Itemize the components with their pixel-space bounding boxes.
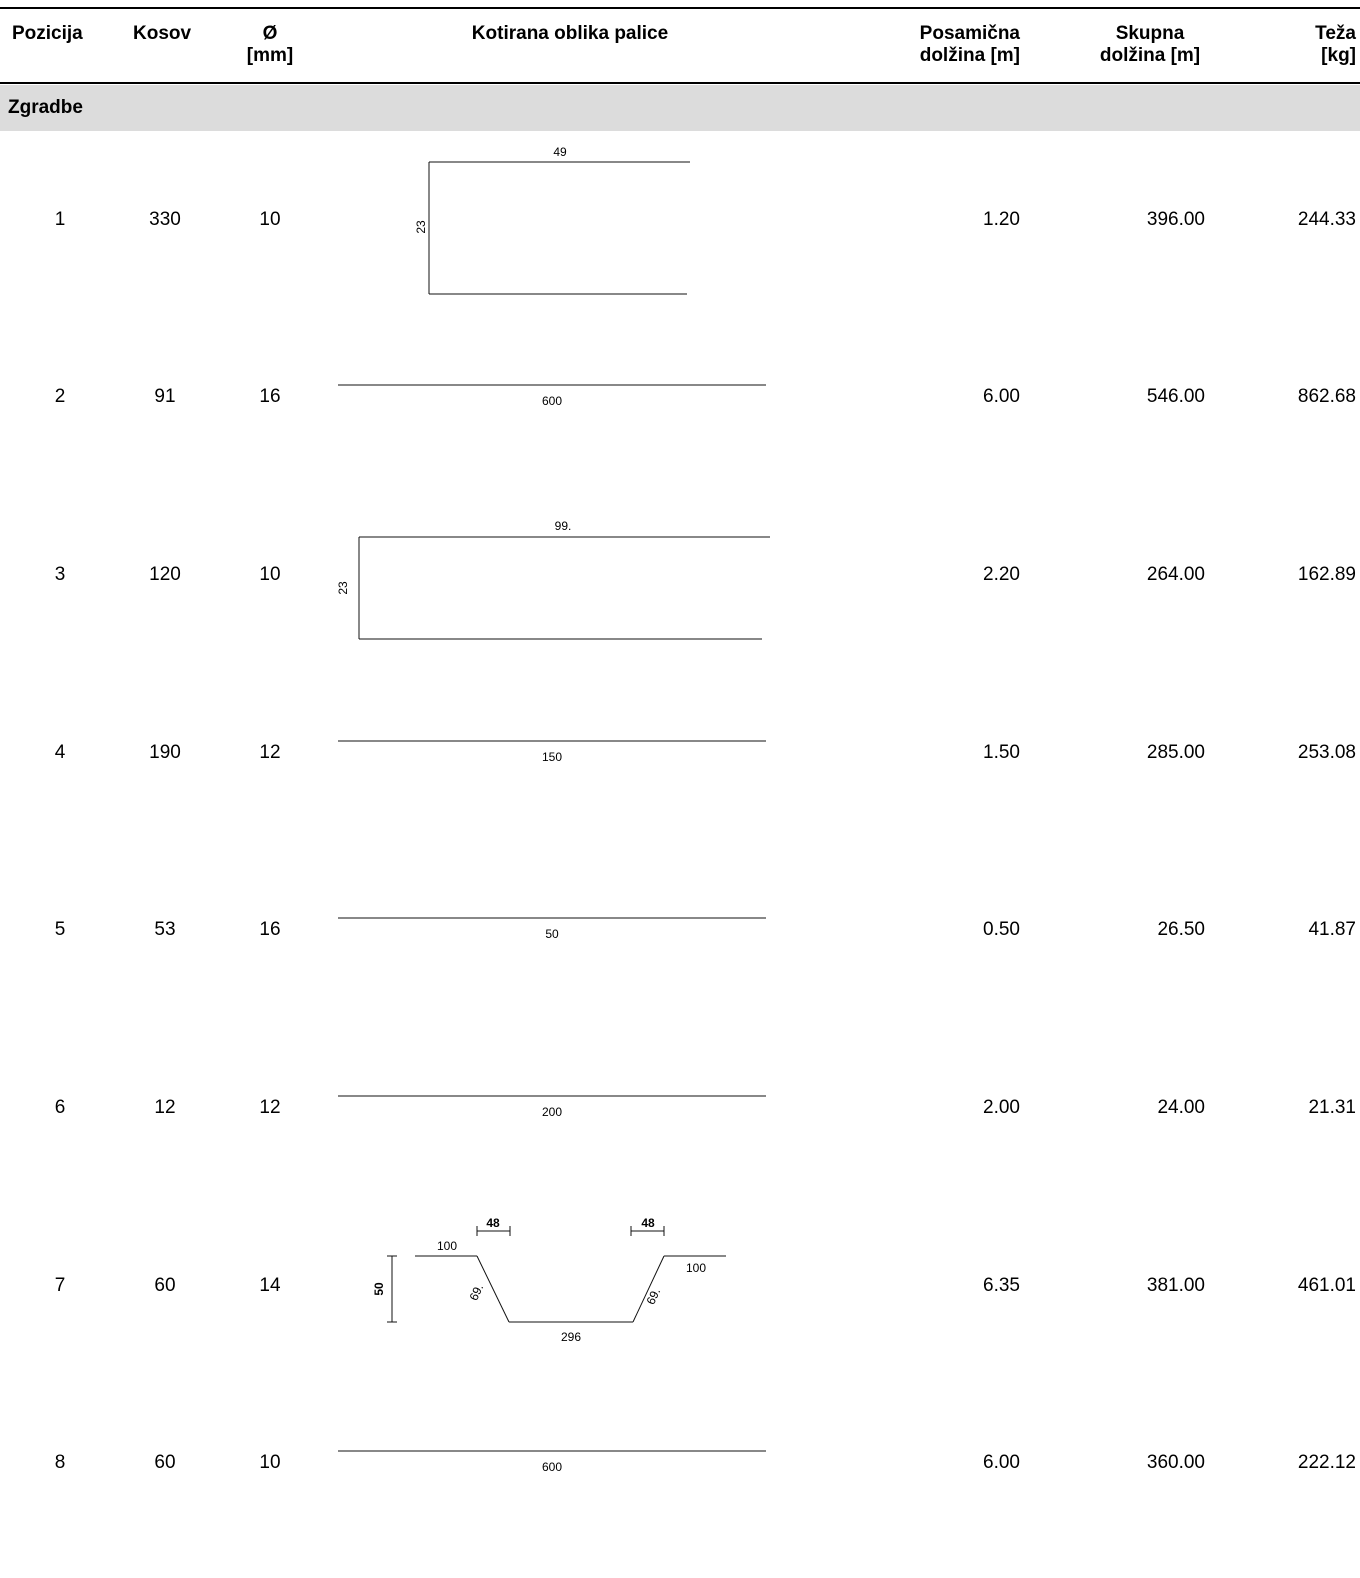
left-flange-label: 100: [437, 1239, 457, 1253]
bar-length-label: 600: [542, 1460, 562, 1474]
cell-skupna: 360.00: [1146, 1452, 1205, 1473]
cell-posamicna: 6.00: [983, 1452, 1020, 1473]
left-slope-label: 69.: [467, 1282, 487, 1303]
cell-teza: 162.89: [1297, 564, 1356, 585]
cell-skupna: 396.00: [1146, 209, 1205, 230]
cell-teza: 222.12: [1297, 1452, 1356, 1473]
section-title: Zgradbe: [8, 97, 83, 118]
cell-pozicija: 4: [54, 742, 66, 763]
col-header-posamicna: Posamična dolžina [m]: [860, 23, 1020, 67]
right-offset-label: 48: [641, 1216, 655, 1230]
bar-top-label: 49: [553, 145, 567, 159]
col-header-posamicna-line1: Posamična: [919, 23, 1020, 44]
bar-shape-drawing: 99.23: [336, 519, 770, 640]
cell-diameter: 16: [259, 386, 281, 407]
cell-pozicija: 5: [54, 919, 66, 940]
cell-kosov: 12: [154, 1097, 176, 1118]
cell-diameter: 10: [259, 1452, 281, 1473]
right-slope-label: 69.: [644, 1286, 664, 1307]
cell-posamicna: 6.35: [983, 1275, 1020, 1296]
bar-side-label: 23: [414, 220, 428, 234]
col-header-teza-line1: Teža: [1315, 23, 1356, 44]
bar-left-slope: [476, 1255, 510, 1323]
left-offset-label: 48: [486, 1216, 500, 1230]
bar-side-label: 23: [336, 581, 350, 595]
cell-kosov: 53: [154, 919, 176, 940]
bar-shape-drawing: 150: [338, 740, 766, 764]
cell-diameter: 10: [259, 564, 281, 585]
cell-pozicija: 6: [54, 1097, 66, 1118]
height-label: 50: [372, 1282, 386, 1296]
bar-shape-drawing: 50 48 48 100 100 69. 69. 296: [372, 1216, 726, 1344]
bottom-label: 296: [561, 1330, 581, 1344]
cell-posamicna: 1.50: [983, 742, 1020, 763]
cell-kosov: 91: [154, 386, 176, 407]
col-header-shape: Kotirana oblika palice: [471, 23, 669, 44]
cell-kosov: 330: [149, 209, 181, 230]
col-header-kosov: Kosov: [133, 23, 192, 44]
cell-pozicija: 1: [54, 209, 66, 230]
cell-skupna: 381.00: [1146, 1275, 1205, 1296]
cell-teza: 41.87: [1308, 919, 1356, 940]
cell-pozicija: 3: [54, 564, 66, 585]
cell-diameter: 14: [259, 1275, 281, 1296]
cell-diameter: 12: [259, 1097, 281, 1118]
cell-kosov: 190: [149, 742, 181, 763]
cell-teza: 461.01: [1297, 1275, 1356, 1296]
cell-teza: 21.31: [1308, 1097, 1356, 1118]
cell-teza: 244.33: [1297, 209, 1356, 230]
cell-skupna: 285.00: [1146, 742, 1205, 763]
col-header-diameter-symbol: Ø: [262, 23, 278, 44]
cell-kosov: 60: [154, 1275, 176, 1296]
col-header-skupna-line2: dolžina [m]: [1099, 45, 1201, 66]
col-header-skupna-line1: Skupna: [1115, 23, 1185, 44]
cell-diameter: 12: [259, 742, 281, 763]
bar-length-label: 600: [542, 394, 562, 408]
header-bottom-rule: [0, 82, 1360, 84]
bar-right-slope: [632, 1255, 665, 1323]
bar-length-label: 200: [542, 1105, 562, 1119]
cell-diameter: 10: [259, 209, 281, 230]
cell-pozicija: 7: [54, 1275, 66, 1296]
cell-kosov: 60: [154, 1452, 176, 1473]
col-header-skupna: Skupna dolžina [m]: [1080, 23, 1220, 67]
cell-posamicna: 2.00: [983, 1097, 1020, 1118]
col-header-pozicija: Pozicija: [12, 23, 83, 44]
bar-length-label: 150: [542, 750, 562, 764]
col-header-teza-line2: [kg]: [1321, 45, 1356, 66]
cell-teza: 253.08: [1297, 742, 1356, 763]
cell-posamicna: 2.20: [983, 564, 1020, 585]
cell-posamicna: 0.50: [983, 919, 1020, 940]
cell-teza: 862.68: [1297, 386, 1356, 407]
col-header-teza: Teža [kg]: [1250, 23, 1356, 67]
col-header-diameter: Ø [mm]: [235, 23, 305, 67]
bar-shape-drawing: 200: [338, 1095, 766, 1119]
bar-shape-drawing: 600: [338, 1450, 766, 1474]
col-header-diameter-unit: [mm]: [246, 45, 294, 66]
bar-shape-drawing: 49 23: [414, 145, 690, 295]
cell-kosov: 120: [149, 564, 181, 585]
header-top-rule: [0, 7, 1360, 9]
col-header-posamicna-line2: dolžina [m]: [919, 45, 1020, 66]
cell-skupna: 264.00: [1146, 564, 1205, 585]
cell-pozicija: 2: [54, 386, 66, 407]
bar-shape-drawing: 600: [338, 384, 766, 408]
cell-posamicna: 6.00: [983, 386, 1020, 407]
cell-pozicija: 8: [54, 1452, 66, 1473]
bar-length-label: 50: [545, 927, 559, 941]
right-flange-label: 100: [686, 1261, 706, 1275]
bar-shape-drawing: 50: [338, 917, 766, 941]
cell-skupna: 546.00: [1146, 386, 1205, 407]
cell-posamicna: 1.20: [983, 209, 1020, 230]
cell-diameter: 16: [259, 919, 281, 940]
cell-skupna: 26.50: [1157, 919, 1205, 940]
cell-skupna: 24.00: [1157, 1097, 1205, 1118]
bar-top-label: 99.: [555, 519, 572, 533]
section-band: Zgradbe: [0, 85, 1360, 131]
